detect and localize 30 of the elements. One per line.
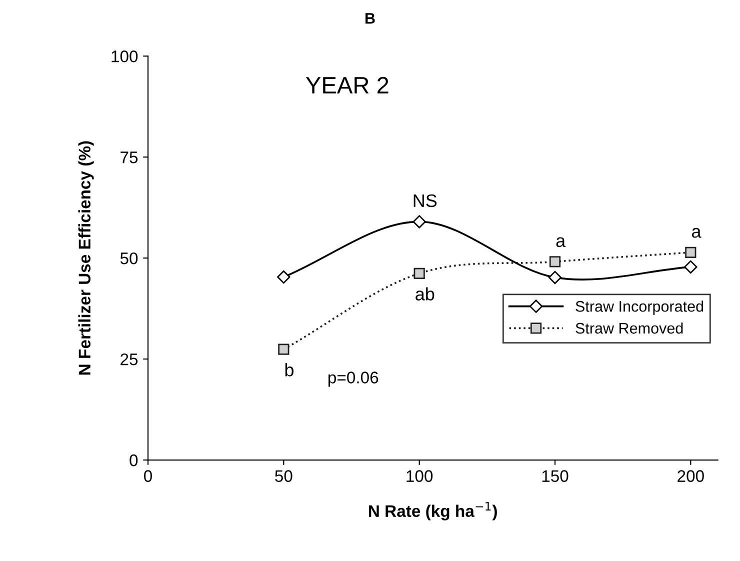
point xyxy=(685,246,696,258)
x-tick-label: 200 xyxy=(678,470,704,482)
point xyxy=(278,344,290,355)
x-tick-label: 100 xyxy=(406,470,433,482)
annotation: ab xyxy=(416,287,434,300)
text: YEAR 2 xyxy=(306,76,388,94)
x-axis-title: N Rate (kg ha$^{−1}$) xyxy=(369,502,497,520)
point xyxy=(684,260,698,274)
x-tick-label: 150 xyxy=(542,470,568,482)
annotation: a xyxy=(556,237,566,248)
legend-label: Straw Incorporated xyxy=(576,300,704,315)
y-tick-label: 25 xyxy=(120,353,138,366)
point xyxy=(549,256,561,268)
y-tick-label: 100 xyxy=(112,50,138,62)
annotation: NS xyxy=(414,194,437,208)
annotation: p=0.06 xyxy=(328,372,378,387)
point xyxy=(412,215,426,228)
y-tick-label: 75 xyxy=(120,152,138,164)
legend-label: Straw Removed xyxy=(576,322,683,334)
x-tick-label: 0 xyxy=(144,470,152,482)
chart-title: B xyxy=(366,13,375,24)
y-axis-title: N Fertilizer Use Efficiency (%) xyxy=(78,141,94,375)
point xyxy=(548,270,562,284)
y-tick-label: 0 xyxy=(130,454,138,466)
point xyxy=(277,270,290,284)
x-tick-label: 50 xyxy=(275,470,292,482)
point xyxy=(414,268,425,279)
annotation: a xyxy=(692,228,702,238)
y-tick-label: 50 xyxy=(120,252,138,264)
annotation: b xyxy=(285,363,294,376)
